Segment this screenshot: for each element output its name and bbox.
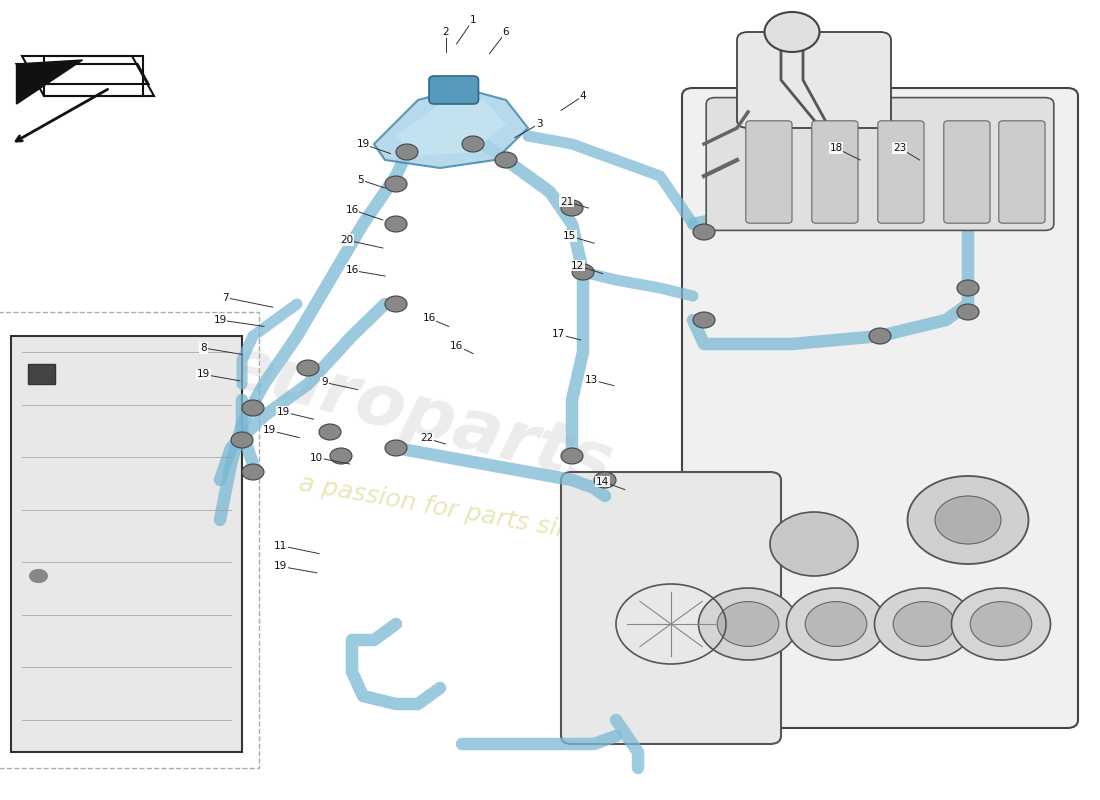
Circle shape	[770, 512, 858, 576]
Circle shape	[957, 304, 979, 320]
Circle shape	[698, 588, 798, 660]
Text: 4: 4	[580, 91, 586, 101]
Text: 16: 16	[345, 266, 359, 275]
Text: 16: 16	[422, 314, 436, 323]
Text: 19: 19	[197, 370, 210, 379]
Text: 12: 12	[571, 261, 584, 270]
FancyBboxPatch shape	[812, 121, 858, 223]
FancyBboxPatch shape	[561, 472, 781, 744]
Text: 19: 19	[274, 562, 287, 571]
Circle shape	[242, 400, 264, 416]
Polygon shape	[396, 100, 506, 156]
Circle shape	[869, 328, 891, 344]
Circle shape	[495, 152, 517, 168]
Circle shape	[970, 602, 1032, 646]
Text: 21: 21	[560, 197, 573, 206]
Text: 15: 15	[563, 231, 576, 241]
FancyBboxPatch shape	[944, 121, 990, 223]
Circle shape	[297, 360, 319, 376]
FancyBboxPatch shape	[999, 121, 1045, 223]
Circle shape	[874, 588, 974, 660]
FancyBboxPatch shape	[746, 121, 792, 223]
Circle shape	[717, 602, 779, 646]
Circle shape	[786, 588, 886, 660]
FancyBboxPatch shape	[706, 98, 1054, 230]
FancyBboxPatch shape	[878, 121, 924, 223]
Circle shape	[952, 588, 1050, 660]
Circle shape	[764, 12, 820, 52]
Text: 19: 19	[213, 315, 227, 325]
Circle shape	[805, 602, 867, 646]
Text: 7: 7	[222, 293, 229, 302]
Circle shape	[693, 224, 715, 240]
Text: europarts: europarts	[217, 331, 619, 501]
Text: 13: 13	[585, 375, 598, 385]
Circle shape	[231, 432, 253, 448]
Text: 22: 22	[420, 434, 433, 443]
Text: a passion for parts since...: a passion for parts since...	[297, 471, 627, 553]
Circle shape	[561, 200, 583, 216]
Text: 23: 23	[893, 143, 906, 153]
Circle shape	[693, 312, 715, 328]
FancyBboxPatch shape	[682, 88, 1078, 728]
Text: 10: 10	[310, 453, 323, 462]
Text: 20: 20	[340, 235, 353, 245]
Circle shape	[330, 448, 352, 464]
Circle shape	[908, 476, 1028, 564]
FancyBboxPatch shape	[429, 76, 478, 104]
Text: 14: 14	[596, 477, 609, 486]
Circle shape	[594, 472, 616, 488]
Text: 1: 1	[470, 15, 476, 25]
Circle shape	[935, 496, 1001, 544]
Circle shape	[396, 144, 418, 160]
Circle shape	[385, 440, 407, 456]
Text: 8: 8	[200, 343, 207, 353]
FancyBboxPatch shape	[28, 364, 55, 384]
Text: 16: 16	[450, 341, 463, 350]
Circle shape	[242, 464, 264, 480]
Circle shape	[385, 176, 407, 192]
Polygon shape	[16, 60, 82, 104]
FancyBboxPatch shape	[737, 32, 891, 128]
Text: 3: 3	[536, 119, 542, 129]
Text: 6: 6	[503, 27, 509, 37]
Circle shape	[385, 216, 407, 232]
Text: 11: 11	[274, 541, 287, 550]
Circle shape	[957, 280, 979, 296]
Text: 9: 9	[321, 378, 328, 387]
Circle shape	[385, 296, 407, 312]
Circle shape	[561, 448, 583, 464]
Text: 19: 19	[277, 407, 290, 417]
Text: 19: 19	[263, 426, 276, 435]
Polygon shape	[374, 88, 528, 168]
Text: 16: 16	[345, 205, 359, 214]
Circle shape	[572, 264, 594, 280]
Text: 17: 17	[552, 330, 565, 339]
Circle shape	[462, 136, 484, 152]
FancyBboxPatch shape	[11, 336, 242, 752]
Text: 2: 2	[442, 27, 449, 37]
Circle shape	[893, 602, 955, 646]
Circle shape	[319, 424, 341, 440]
Text: 5: 5	[358, 175, 364, 185]
Text: 19: 19	[356, 139, 370, 149]
Circle shape	[30, 570, 47, 582]
Text: 18: 18	[829, 143, 843, 153]
